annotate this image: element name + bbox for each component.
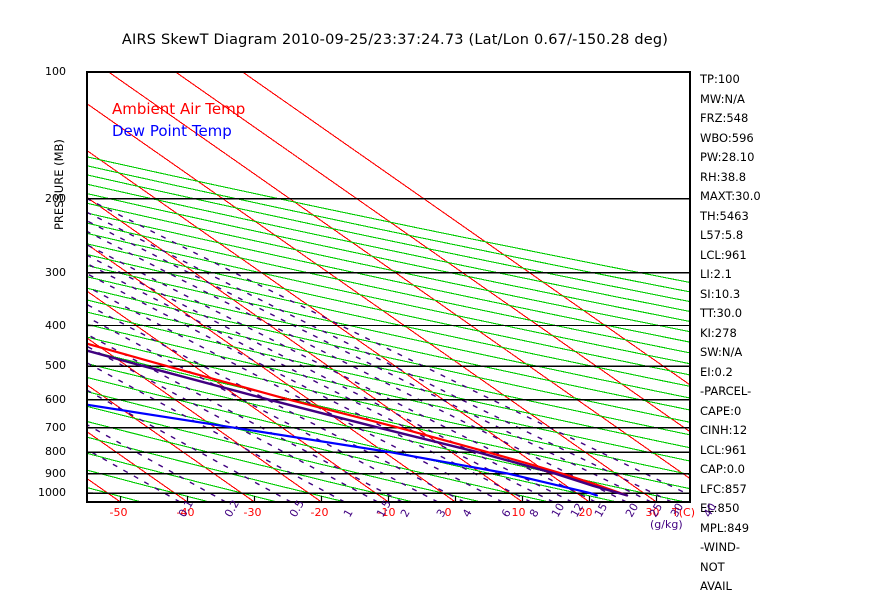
readout-item-maxt: MAXT:30.0: [700, 189, 761, 203]
bottom-temp-tick--40: -40: [176, 506, 195, 519]
pressure-tick-500: 500: [45, 359, 66, 373]
legend-ambient-air-temp: Ambient Air Temp: [112, 100, 246, 118]
x-axis-label-temp: T(C): [672, 506, 695, 519]
skewt-diagram-root: AIRS SkewT Diagram 2010-09-25/23:37:24.7…: [38, 32, 761, 593]
readout-item-mw: MW:N/A: [700, 91, 745, 106]
readout-item-tp: TP:100: [700, 72, 740, 86]
readout-item-li: LI:2.1: [700, 267, 732, 281]
y-axis-label: PRESSURE (MB): [52, 139, 66, 230]
readout-item-tt: TT:30.0: [700, 306, 743, 320]
bottom-temp-tick--50: -50: [109, 506, 128, 519]
readout-item-th: TH:5463: [700, 208, 749, 223]
readout-item-pw: PW:28.10: [700, 150, 755, 164]
pressure-tick-700: 700: [45, 420, 66, 434]
bottom-temp-tick--10: -10: [377, 506, 396, 519]
bottom-temp-tick-10: 10: [511, 506, 526, 519]
pressure-tick-200: 200: [45, 191, 66, 205]
readout-item-sw: SW:N/A: [700, 345, 743, 359]
pressure-tick-800: 800: [45, 445, 66, 459]
bottom-temp-tick--30: -30: [243, 506, 262, 519]
readout-item-lcl: LCL:961: [700, 247, 747, 262]
pressure-tick-300: 300: [45, 265, 66, 279]
readout-item-mpl: MPL:849: [700, 520, 750, 535]
readout-item-cinh: CINH:12: [700, 423, 748, 437]
readout-item-ki: KI:278: [700, 325, 737, 340]
readout-item-el: EL:850: [700, 501, 740, 515]
sounding-readout-panel: TP:100 MW:N/A FRZ:548 WBO:596 PW:28.10 RH:38.…: [700, 70, 865, 597]
page-title: AIRS SkewT Diagram 2010-09-25/23:37:24.7…: [121, 32, 669, 48]
pressure-tick-1000: 1000: [38, 486, 66, 500]
readout-item-not: NOT: [700, 559, 725, 574]
readout-item-rh: RH:38.8: [700, 169, 747, 184]
bottom-temp-tick-30: 30: [645, 506, 660, 519]
readout-item-cap: CAP:0.0: [700, 462, 745, 476]
readout-item-lfc: LFC:857: [700, 481, 747, 496]
readout-item-hdr1: -PARCEL-: [700, 384, 752, 398]
readout-item-si: SI:10.3: [700, 286, 741, 301]
bottom-temp-tick-20: 20: [578, 506, 593, 519]
pressure-tick-900: 900: [45, 466, 66, 480]
bottom-temp-tick-0: 0: [444, 506, 452, 519]
skewt-plot: [86, 71, 691, 503]
readout-item-wbo: WBO:596: [700, 130, 754, 145]
readout-item-lcl2: LCL:961: [700, 442, 747, 457]
readout-item-avail: AVAIL: [700, 579, 732, 593]
readout-item-cape: CAPE:0: [700, 403, 742, 418]
legend-dew-point-temp: Dew Point Temp: [112, 122, 232, 140]
readout-item-l57: L57:5.8: [700, 228, 744, 242]
bottom-temp-tick--20: -20: [310, 506, 329, 519]
pressure-tick-100: 100: [45, 65, 66, 78]
pressure-tick-600: 600: [45, 392, 66, 406]
pressure-tick-400: 400: [45, 318, 66, 332]
x-axis-label-mixing-ratio: (g/kg): [650, 518, 683, 531]
readout-item-frz: FRZ:548: [700, 111, 749, 125]
readout-item-hdr2: -WIND-: [700, 540, 741, 554]
readout-item-ei: EI:0.2: [700, 364, 733, 379]
